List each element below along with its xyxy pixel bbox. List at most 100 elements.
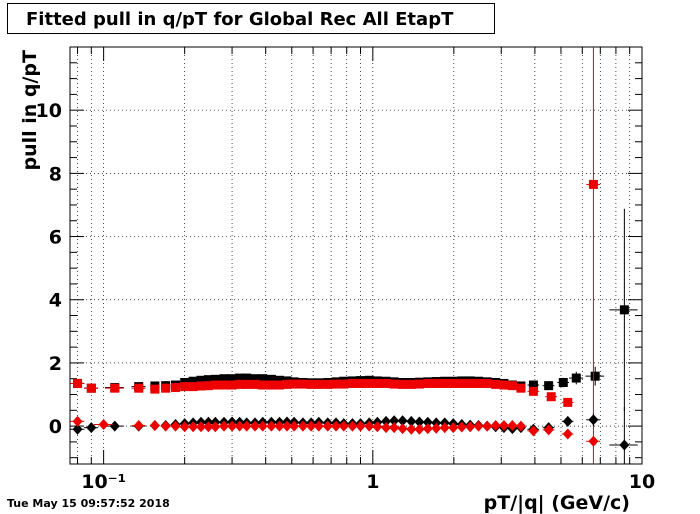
data-point [313, 420, 324, 432]
data-point [322, 420, 333, 432]
data-point [196, 375, 206, 385]
data-point [431, 422, 442, 434]
data-point [227, 420, 238, 432]
data-point [323, 379, 333, 389]
data-point [588, 179, 598, 189]
data-point [619, 305, 629, 315]
y-tick-label: 10 [36, 100, 62, 122]
data-point [72, 423, 83, 435]
data-point [406, 415, 417, 427]
data-point [258, 380, 268, 390]
data-point [234, 420, 245, 432]
data-point [188, 376, 198, 386]
data-point [86, 383, 96, 393]
data-point [398, 379, 408, 389]
data-point [171, 383, 181, 393]
data-point [282, 379, 292, 389]
data-point [203, 375, 213, 385]
data-point [339, 379, 349, 389]
x-tick-label: 1 [366, 471, 379, 493]
data-point [355, 420, 366, 432]
data-point [431, 378, 441, 388]
x-tick-label: 10 [629, 471, 655, 493]
data-point [289, 379, 299, 389]
data-point [179, 421, 190, 433]
data-point [235, 373, 245, 383]
data-point [562, 428, 573, 440]
series-1 [70, 47, 601, 464]
data-point [389, 379, 399, 389]
data-point [242, 373, 252, 383]
data-point [543, 424, 554, 436]
data-point [250, 374, 260, 384]
data-point [73, 378, 83, 388]
x-axis-label: pT/|q| (GeV/c) [484, 492, 630, 514]
data-point [546, 392, 556, 402]
data-point [274, 420, 285, 432]
data-point [109, 420, 120, 432]
data-point [490, 419, 501, 431]
chart-title: Fitted pull in q/pT for Global Rec All E… [26, 9, 454, 30]
data-point [338, 420, 349, 432]
data-point [397, 423, 408, 435]
data-point [266, 420, 277, 432]
data-point [219, 380, 229, 390]
data-point [440, 378, 450, 388]
data-point [372, 378, 382, 388]
data-point [473, 420, 484, 432]
timestamp: Tue May 15 09:57:52 2018 [7, 497, 170, 510]
data-point [389, 415, 400, 427]
data-point [306, 420, 317, 432]
data-point [196, 381, 206, 391]
y-axis-label: pull in q/pT [19, 50, 41, 171]
data-point [544, 381, 554, 391]
data-point [188, 421, 199, 433]
data-point [250, 379, 260, 389]
y-tick-label: 0 [49, 416, 62, 438]
y-tick-label: 2 [49, 353, 62, 375]
data-point [203, 421, 214, 433]
data-point [588, 435, 599, 447]
data-point [306, 379, 316, 389]
data-point [331, 379, 341, 389]
data-point [218, 420, 229, 432]
data-point [422, 416, 433, 428]
data-point [499, 380, 509, 390]
data-point [227, 374, 237, 384]
data-point [619, 439, 630, 451]
data-point [482, 420, 493, 432]
data-point [98, 419, 109, 431]
data-point [210, 380, 220, 390]
data-point [528, 425, 539, 437]
y-tick-label: 6 [49, 227, 62, 249]
data-point [170, 420, 181, 432]
data-point [423, 378, 433, 388]
data-point [381, 378, 391, 388]
data-point [257, 420, 268, 432]
data-point [188, 382, 198, 392]
data-point [372, 421, 383, 433]
data-point [274, 380, 284, 390]
data-point [266, 380, 276, 390]
title-box: Fitted pull in q/pT for Global Rec All E… [7, 3, 495, 34]
data-point [562, 415, 573, 427]
data-point [507, 381, 517, 391]
data-point [134, 383, 144, 393]
data-point [160, 420, 171, 432]
y-tick-label: 4 [49, 290, 62, 312]
data-point [364, 420, 375, 432]
data-point [381, 422, 392, 434]
series-2 [70, 407, 638, 464]
data-point [282, 420, 293, 432]
data-point [465, 378, 475, 388]
data-point [258, 374, 268, 384]
data-point [528, 386, 538, 396]
data-point [406, 423, 417, 435]
data-point [355, 378, 365, 388]
data-point [150, 384, 160, 394]
data-point [72, 415, 83, 427]
data-point [364, 378, 374, 388]
data-point [389, 422, 400, 434]
data-point [235, 379, 245, 389]
